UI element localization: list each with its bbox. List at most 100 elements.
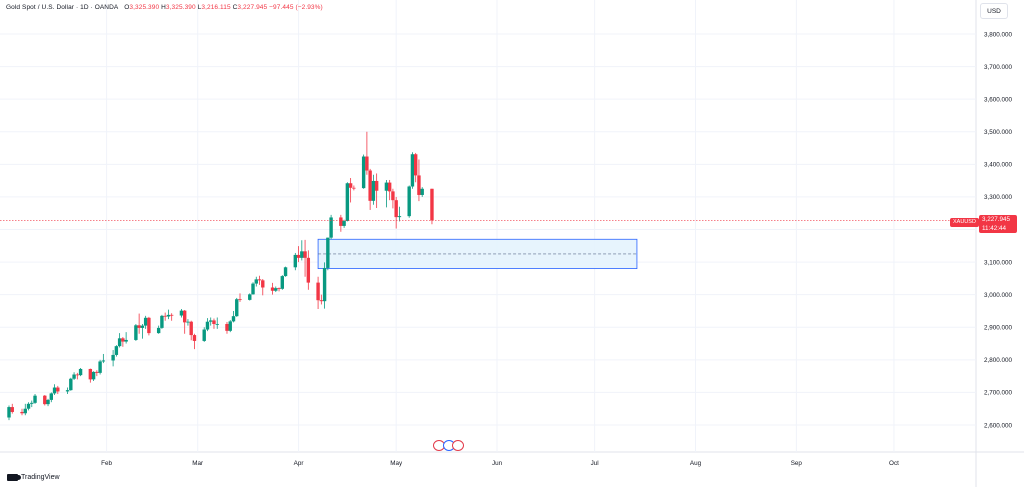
candle-body [137,325,141,328]
time-axis[interactable]: Feb Mar Apr May Jun Jul Aug Sep Oct [101,460,899,467]
candle [352,185,356,191]
candle [274,286,278,293]
y-tick-label: 2,900.000 [984,325,1013,332]
x-tick-label: Apr [294,460,304,467]
candle [114,345,119,357]
candle-body [189,321,193,336]
candle [30,400,34,408]
legend-high-value: 3,325.390 [165,4,196,11]
candle-body [163,315,167,317]
x-tick-label: Sep [791,460,803,467]
candle-body [374,180,379,191]
candle-body [205,321,210,330]
candle-body [140,325,145,328]
candle [78,367,83,377]
candle [88,368,93,383]
candle-body [143,317,148,326]
tradingview-logo-icon [7,474,21,481]
candle-body [348,183,353,188]
candle [166,309,171,320]
last-price-tag: 3,227.945 11:42:44 [979,215,1017,233]
tradingview-logo[interactable]: TradingView [7,474,60,481]
candle-body [371,180,376,201]
candle-body [254,279,258,284]
currency-button[interactable]: USD [980,3,1008,19]
x-tick-label: Jun [492,460,503,467]
candle [7,405,11,421]
candle [261,279,265,296]
candle [270,282,275,295]
candle [300,240,304,261]
candle-body [410,154,415,187]
candle [147,316,151,336]
candle [319,294,324,305]
event-marker-icon[interactable] [452,440,464,451]
candle-body [322,267,327,302]
candle-body [169,314,174,316]
candle [143,315,148,329]
candle-body [69,378,73,391]
candle [101,353,106,364]
candle [277,287,281,292]
candle [163,312,167,321]
legend-close-label: C [232,4,238,11]
candle-body [111,354,115,361]
candle-body [20,411,24,414]
candle-body [26,403,31,409]
candle [397,206,402,222]
legend-open-label: O [124,4,130,11]
candle-body [212,320,216,324]
candle [345,182,350,222]
x-tick-label: Mar [192,460,203,467]
candle-body [387,182,392,192]
candle [215,317,219,329]
candle-body [75,374,80,376]
candle-body [49,393,53,400]
candle-body [147,317,151,334]
y-tick-label: 2,600.000 [984,422,1013,429]
x-tick-label: Jul [591,460,599,467]
candle [182,309,187,334]
candle [98,359,102,375]
candle-body [391,191,395,201]
candle-body [65,390,70,392]
candle [257,275,262,285]
candle [417,159,421,202]
chart-legend: Gold Spot / U.S. Dollar · 1D · OANDA O3,… [6,4,323,11]
candle-body [98,361,102,373]
candle-body [43,395,47,405]
candle [235,297,239,317]
candle [228,320,232,333]
candle [137,313,141,334]
candle [169,313,174,321]
y-tick-label: 3,700.000 [984,64,1013,71]
candle [117,333,122,348]
candle-body [186,321,190,323]
candle [26,402,31,411]
candle-body [329,217,333,238]
candles [7,131,434,421]
candle-body [52,387,57,394]
candle-body [114,346,119,355]
candle [179,309,184,318]
candle [339,214,343,232]
legend-high-label: H [161,4,166,11]
legend-change: −97.445 (−2.93%) [269,4,323,11]
candle [160,314,164,329]
y-tick-label: 2,800.000 [984,357,1013,364]
candle [111,350,115,367]
candle-body [78,368,83,376]
candle-body [124,339,128,342]
candle [65,387,70,395]
candle-body [257,279,262,281]
candle-body [339,217,343,226]
candle-body [413,154,418,176]
candle-body [280,276,284,289]
candle-body [215,323,219,325]
candle [212,318,216,329]
candle-body [384,182,389,191]
candle-body [300,251,304,258]
candle [420,187,424,197]
candle [322,262,327,309]
